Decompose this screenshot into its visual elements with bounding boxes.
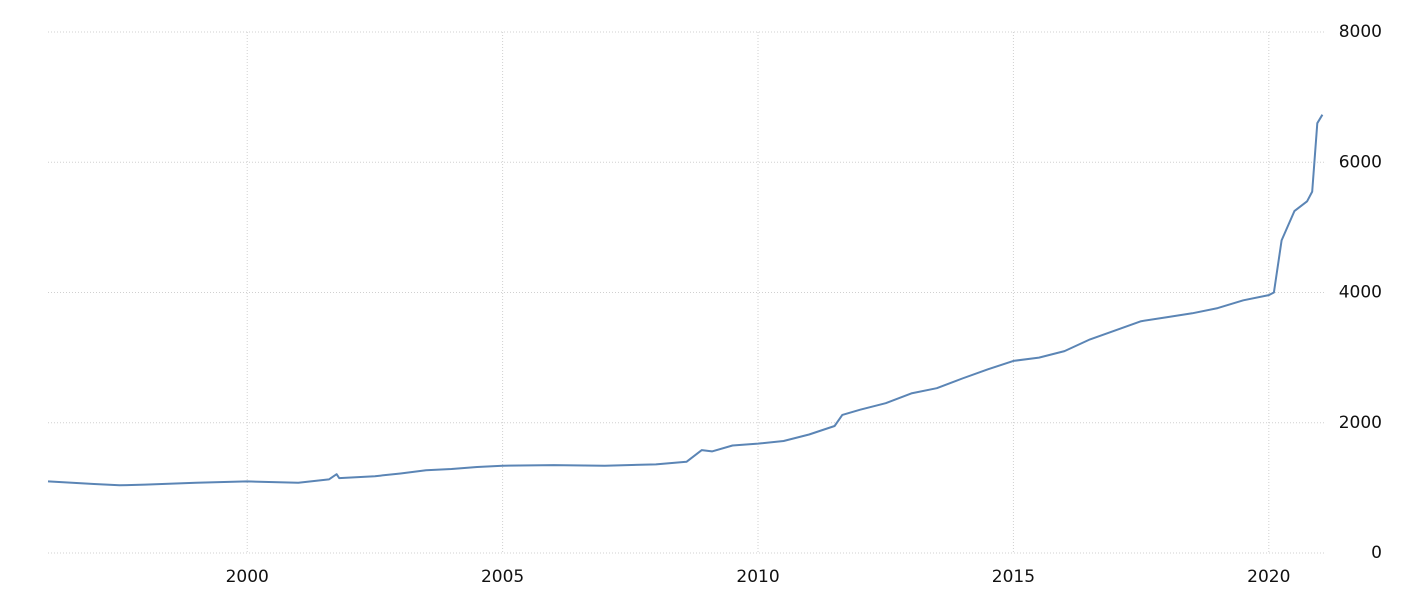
y-tick-label: 0 (1371, 543, 1382, 563)
x-tick-label: 2015 (992, 567, 1035, 587)
y-tick-label: 2000 (1339, 413, 1382, 433)
x-tick-label: 2000 (226, 567, 269, 587)
y-tick-label: 8000 (1339, 22, 1382, 42)
y-tick-label: 4000 (1339, 283, 1382, 303)
data-line (47, 114, 1324, 487)
x-tick-label: 2010 (736, 567, 779, 587)
x-tick-label: 2020 (1247, 567, 1290, 587)
y-tick-label: 6000 (1339, 152, 1382, 172)
x-tick-label: 2005 (481, 567, 524, 587)
